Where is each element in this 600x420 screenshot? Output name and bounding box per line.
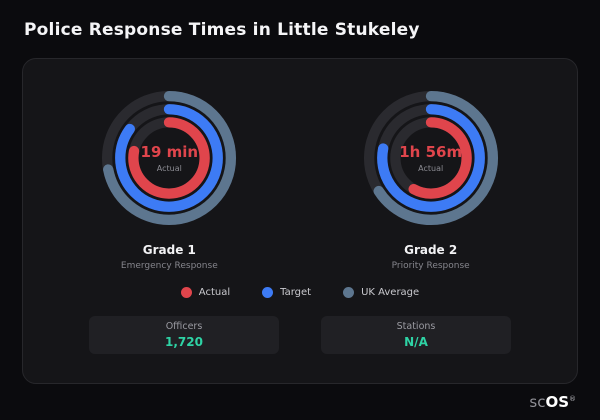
gauges-row: 19 min Actual Grade 1 Emergency Response… [23,83,577,271]
stat-stations: Stations N/A [321,316,511,354]
chart-legend: Actual Target UK Average [180,287,419,298]
gauge-grade2-title: Grade 2 [404,243,458,257]
stat-stations-label: Stations [396,321,436,332]
gauge-block-grade2: 1h 56m Actual Grade 2 Priority Response [316,83,546,271]
gauge-grade1: 19 min Actual [94,83,244,233]
registered-mark-icon: ® [569,395,576,403]
legend-dot-target-icon [262,287,274,298]
gauge-block-grade1: 19 min Actual Grade 1 Emergency Response [54,83,284,271]
stat-officers-label: Officers [165,321,203,332]
legend-label-target: Target [280,287,312,298]
gauge-grade1-rings [102,90,237,226]
legend-item-target[interactable]: Target [262,287,311,298]
legend-dot-uk-average-icon [343,287,355,298]
stat-officers: Officers 1,720 [89,316,279,354]
response-times-card: 19 min Actual Grade 1 Emergency Response… [22,58,578,384]
scos-logo: scOS® [529,395,576,410]
scos-logo-prefix: sc [529,393,546,411]
stat-stations-value: N/A [404,335,428,349]
stats-row: Officers 1,720 Stations N/A [89,316,511,354]
gauge-grade2: 1h 56m Actual [356,83,506,233]
gauge-grade2-subtitle: Priority Response [391,261,470,271]
legend-item-actual[interactable]: Actual [180,287,231,298]
legend-dot-actual-icon [180,287,192,298]
gauge-grade2-rings [363,90,498,226]
scos-logo-suffix: OS [545,393,569,411]
page-title: Police Response Times in Little Stukeley [24,20,420,40]
legend-label-actual: Actual [198,287,231,298]
legend-item-uk-average[interactable]: UK Average [343,287,419,298]
gauge-grade1-title: Grade 1 [142,243,196,257]
legend-label-uk-average: UK Average [361,287,420,298]
gauge-grade1-subtitle: Emergency Response [120,261,218,271]
stat-officers-value: 1,720 [165,335,203,349]
